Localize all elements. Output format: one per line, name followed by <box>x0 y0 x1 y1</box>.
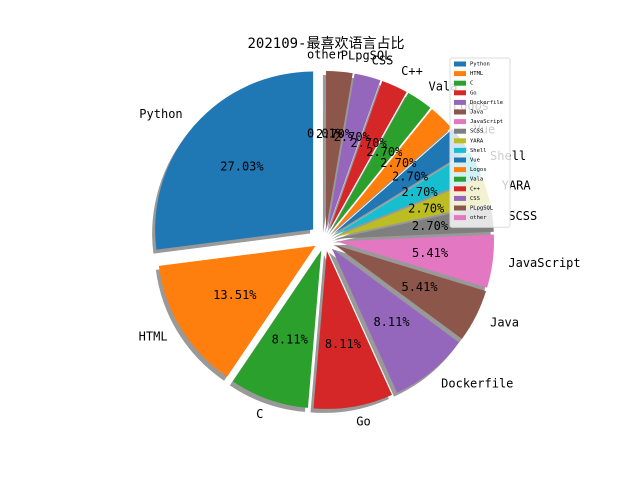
legend-label: Go <box>470 90 477 96</box>
legend-swatch <box>454 99 466 105</box>
chart-title: 202109-最喜欢语言占比 <box>247 36 404 52</box>
legend-label: PLpgSQL <box>470 206 494 212</box>
legend-swatch <box>454 109 466 115</box>
value-label: 5.41% <box>401 280 438 294</box>
value-label: 8.11% <box>373 315 410 329</box>
value-label: 8.11% <box>272 332 309 346</box>
wedge-label: PLpgSQL <box>341 48 392 62</box>
value-label: 2.70% <box>412 219 449 233</box>
legend-label: Shell <box>470 148 487 154</box>
wedge-label: Java <box>490 316 519 330</box>
legend-label: C <box>470 81 473 87</box>
wedge <box>331 92 431 231</box>
legend-swatch <box>454 215 466 221</box>
legend-label: YARA <box>470 138 484 144</box>
value-label: 0.01% <box>307 127 344 141</box>
value-label: 2.70% <box>316 127 353 141</box>
legend-swatch <box>454 176 466 182</box>
value-label: 2.70% <box>380 156 417 170</box>
wedge-label: CSS <box>372 54 394 68</box>
wedge <box>332 109 452 233</box>
wedge <box>334 244 486 339</box>
wedge <box>155 71 314 250</box>
legend-swatch <box>454 157 466 163</box>
legend: Python HTML C Go Dockerfile Java JavaScript SCS… <box>449 57 511 228</box>
value-label: 8.11% <box>325 337 362 351</box>
legend-label: Vue <box>470 158 480 164</box>
wedge-label: C++ <box>401 64 423 78</box>
wedge-label: SCSS <box>508 209 537 223</box>
legend-label: JavaScript <box>470 119 503 125</box>
legend-label: Java <box>470 110 483 116</box>
legend-swatch <box>454 80 466 86</box>
legend-label: CSS <box>470 196 480 202</box>
wedge <box>325 70 353 229</box>
wedge-label: JavaScript <box>508 256 580 270</box>
legend-label: SCSS <box>470 129 483 135</box>
legend-swatch <box>454 90 466 96</box>
value-label: 2.70% <box>334 130 371 144</box>
value-label: 27.03% <box>220 159 264 173</box>
wedge-label: Python <box>139 107 182 121</box>
wedge <box>158 245 316 377</box>
legend-swatch <box>454 147 466 153</box>
wedge <box>331 248 460 393</box>
value-label: 2.70% <box>392 170 429 184</box>
wedge <box>232 250 322 408</box>
legend-swatch <box>454 205 466 211</box>
wedge-label: HTML <box>139 329 168 343</box>
wedge <box>334 152 482 236</box>
wedge <box>327 73 381 230</box>
value-label: 13.51% <box>213 288 257 302</box>
legend-label: Vala <box>470 177 483 183</box>
wedge-label: other <box>307 48 343 62</box>
legend-swatch <box>454 186 466 192</box>
legend-swatch <box>454 195 466 201</box>
legend-label: Dockerfile <box>470 100 503 106</box>
legend-swatch <box>454 138 466 144</box>
value-label: 5.41% <box>412 246 449 260</box>
value-label: 2.70% <box>366 145 403 159</box>
wedge-label: Dockerfile <box>441 376 513 390</box>
legend-label: HTML <box>470 71 484 77</box>
wedge <box>329 80 407 230</box>
legend-label: other <box>470 215 487 221</box>
legend-swatch <box>454 71 466 77</box>
value-label: 2.70% <box>401 185 438 199</box>
legend-swatch <box>454 128 466 134</box>
wedges <box>155 70 494 409</box>
legend-swatch <box>454 167 466 173</box>
wedge <box>335 234 494 288</box>
legend-swatch <box>454 119 466 125</box>
value-label: 2.70% <box>408 201 445 215</box>
legend-label: Python <box>470 62 490 68</box>
legend-label: Logos <box>470 167 487 173</box>
wedge-label: C <box>256 407 263 421</box>
wedge <box>333 129 469 234</box>
wedge-label: Go <box>356 415 370 429</box>
value-label: 2.70% <box>351 136 388 150</box>
legend-label: C++ <box>470 186 481 192</box>
legend-swatch <box>454 61 466 67</box>
wedge <box>313 250 392 409</box>
